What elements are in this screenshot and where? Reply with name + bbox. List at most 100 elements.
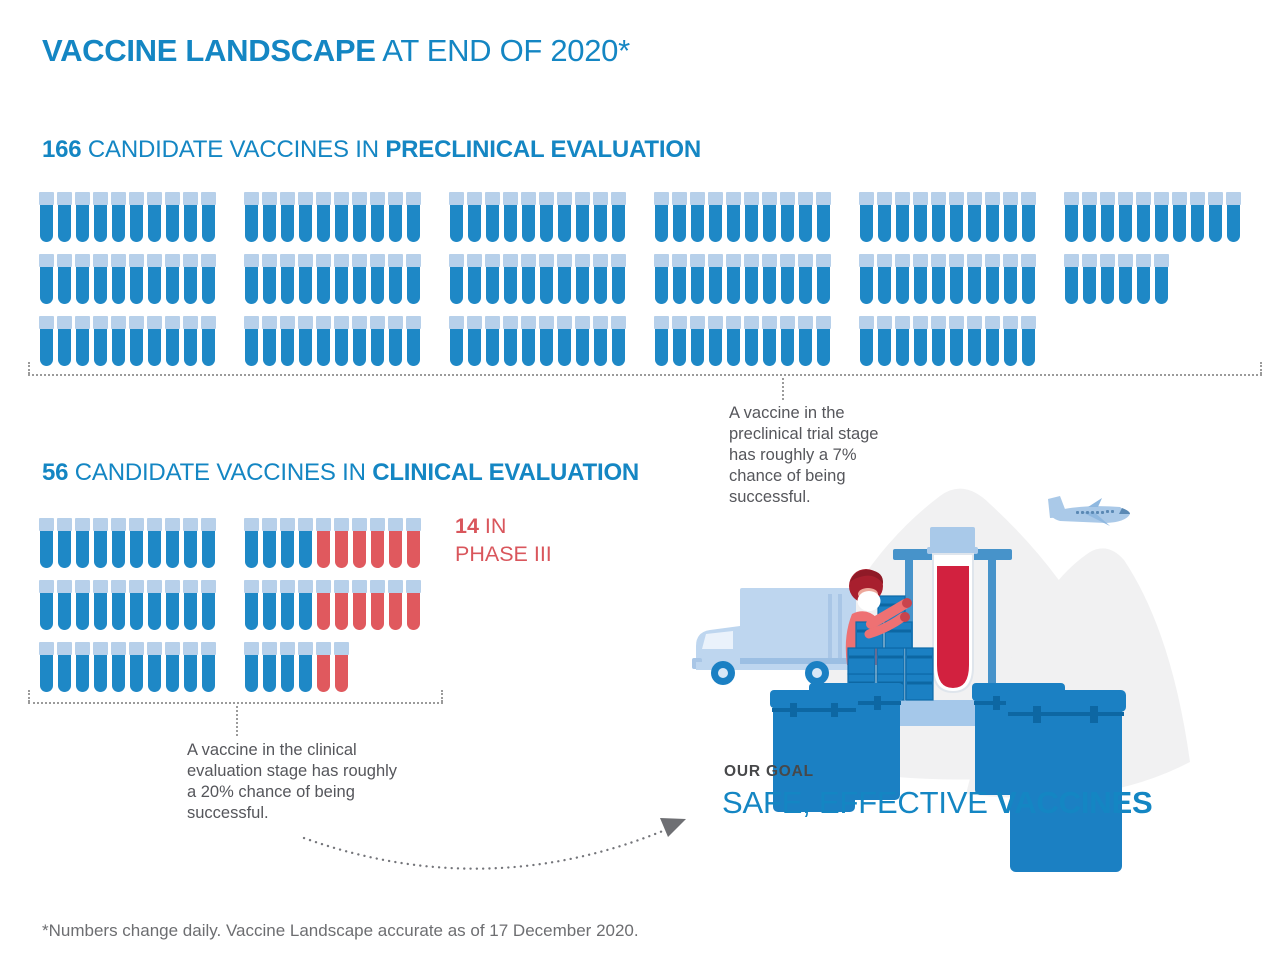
test-tube-icon — [726, 192, 741, 242]
test-tube-icon — [967, 192, 982, 242]
test-tube-icon — [859, 254, 874, 304]
test-tube-icon — [183, 254, 198, 304]
test-tube-icon — [262, 580, 277, 630]
test-tube-icon — [816, 316, 831, 366]
test-tube-icon — [352, 316, 367, 366]
clinical-tube-row — [39, 642, 420, 692]
test-tube-icon — [1136, 192, 1151, 242]
test-tube-icon — [895, 254, 910, 304]
test-tube-icon — [39, 254, 54, 304]
preclinical-tube-row — [39, 192, 1241, 242]
goal-bold: VACCINES — [996, 785, 1153, 820]
test-tube-icon — [1100, 254, 1115, 304]
test-tube-icon — [949, 254, 964, 304]
tube-group — [244, 254, 421, 304]
test-tube-icon — [298, 580, 313, 630]
test-tube-icon — [1118, 192, 1133, 242]
test-tube-icon — [744, 254, 759, 304]
test-tube-icon — [762, 192, 777, 242]
test-tube-icon — [557, 254, 572, 304]
phase3-test-tube-icon — [352, 580, 367, 630]
test-tube-icon — [75, 254, 90, 304]
preclinical-tube-row — [39, 316, 1240, 366]
phase3-test-tube-icon — [388, 580, 403, 630]
preclinical-label: CANDIDATE VACCINES IN — [81, 136, 386, 163]
test-tube-icon — [262, 192, 277, 242]
test-tube-icon — [244, 518, 259, 568]
test-tube-icon — [57, 580, 72, 630]
clinical-bracket-right-tick — [441, 690, 443, 702]
page-title: VACCINE LANDSCAPE AT END OF 2020* — [42, 33, 630, 69]
test-tube-icon — [503, 316, 518, 366]
test-tube-icon — [1021, 192, 1036, 242]
test-tube-icon — [593, 192, 608, 242]
test-tube-icon — [147, 642, 162, 692]
tube-group — [1064, 192, 1241, 242]
cooler-boxes-icon — [770, 683, 1126, 872]
test-tube-icon — [913, 192, 928, 242]
test-tube-icon — [654, 192, 669, 242]
test-tube-icon — [967, 316, 982, 366]
clinical-tube-row — [39, 580, 421, 630]
test-tube-icon — [780, 192, 795, 242]
test-tube-icon — [1003, 192, 1018, 242]
test-tube-icon — [93, 192, 108, 242]
test-tube-icon — [298, 642, 313, 692]
worker-head — [849, 569, 912, 639]
test-tube-icon — [575, 192, 590, 242]
test-tube-icon — [913, 316, 928, 366]
test-tube-icon — [672, 192, 687, 242]
phase3-test-tube-icon — [334, 642, 349, 692]
test-tube-icon — [39, 518, 54, 568]
test-tube-icon — [93, 254, 108, 304]
title-suffix: AT END OF 2020* — [375, 33, 630, 68]
test-tube-icon — [316, 316, 331, 366]
test-tube-icon — [708, 192, 723, 242]
test-tube-icon — [298, 518, 313, 568]
test-tube-icon — [147, 518, 162, 568]
test-tube-icon — [726, 254, 741, 304]
test-tube-icon — [539, 192, 554, 242]
test-tube-icon — [654, 316, 669, 366]
test-tube-icon — [388, 254, 403, 304]
preclinical-annotation: A vaccine in the preclinical trial stage… — [729, 404, 879, 506]
test-tube-icon — [129, 192, 144, 242]
test-tube-icon — [334, 192, 349, 242]
test-tube-icon — [503, 254, 518, 304]
test-tube-icon — [967, 254, 982, 304]
test-tube-icon — [406, 316, 421, 366]
tube-group — [1064, 254, 1169, 304]
tube-group — [39, 580, 216, 630]
test-tube-icon — [201, 192, 216, 242]
test-tube-icon — [244, 254, 259, 304]
test-tube-icon — [1154, 192, 1169, 242]
tube-group — [244, 316, 421, 366]
goal-eyebrow: OUR GOAL — [724, 763, 814, 780]
test-tube-icon — [370, 192, 385, 242]
phase3-test-tube-icon — [370, 580, 385, 630]
test-tube-icon — [334, 254, 349, 304]
test-tube-icon — [521, 254, 536, 304]
test-tube-icon — [931, 254, 946, 304]
test-tube-icon — [798, 316, 813, 366]
test-tube-icon — [183, 192, 198, 242]
tube-group — [654, 316, 831, 366]
test-tube-icon — [244, 580, 259, 630]
test-tube-icon — [39, 642, 54, 692]
test-tube-icon — [262, 316, 277, 366]
phase3-suffix: IN — [478, 514, 507, 538]
goal-regular: SAFE, EFFECTIVE — [722, 785, 997, 820]
clinical-bracket-line — [28, 702, 443, 704]
test-tube-icon — [931, 192, 946, 242]
test-tube-icon — [780, 254, 795, 304]
tube-group — [859, 254, 1036, 304]
test-tube-icon — [467, 316, 482, 366]
test-tube-icon — [57, 192, 72, 242]
test-tube-icon — [201, 254, 216, 304]
test-tube-icon — [129, 518, 144, 568]
test-tube-icon — [1082, 192, 1097, 242]
test-tube-icon — [165, 580, 180, 630]
tube-group — [449, 192, 626, 242]
test-tube-icon — [672, 254, 687, 304]
test-tube-icon — [816, 254, 831, 304]
